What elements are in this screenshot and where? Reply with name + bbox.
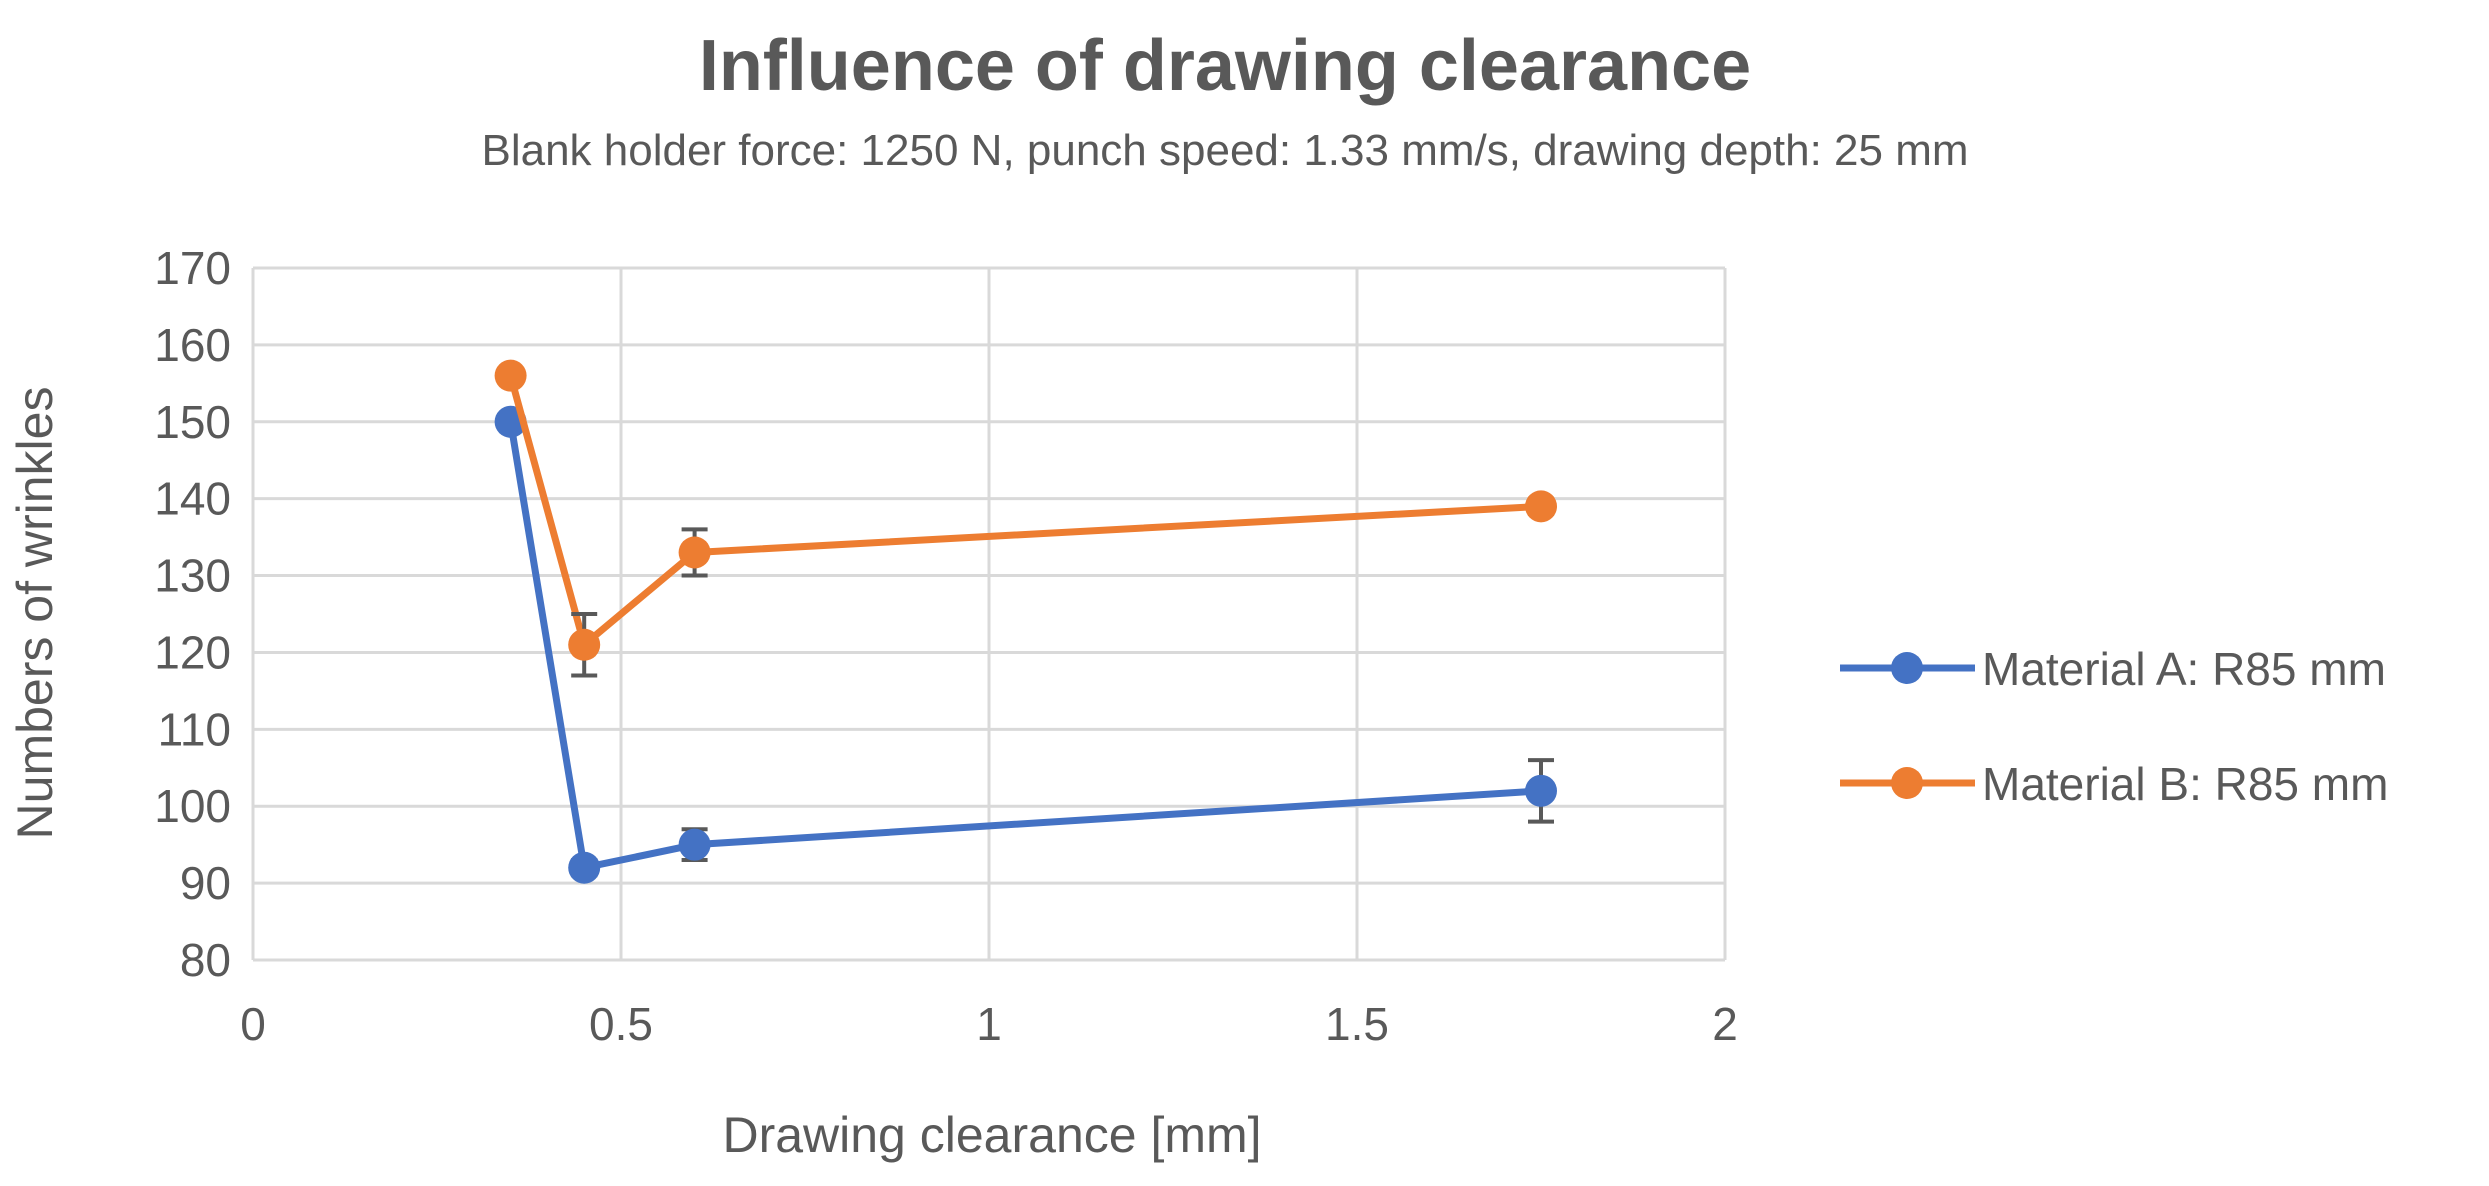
data-point <box>568 851 601 884</box>
data-point <box>1525 490 1557 523</box>
y-tick-label: 90 <box>180 857 231 909</box>
y-tick-label: 170 <box>154 242 231 294</box>
data-point <box>1525 774 1557 807</box>
series-2 <box>494 359 1557 678</box>
grid <box>251 266 1727 962</box>
legend-item: Material A: R85 mm <box>1840 643 2386 695</box>
y-tick-label: 160 <box>154 319 231 371</box>
data-point <box>678 536 711 569</box>
legend-label: Material B: R85 mm <box>1982 758 2388 810</box>
x-tick-label: 2 <box>1712 998 1738 1050</box>
legend-marker <box>1891 767 1923 799</box>
data-point <box>494 359 527 392</box>
y-tick-label: 150 <box>154 396 231 448</box>
chart-title: Influence of drawing clearance <box>699 26 1751 106</box>
legend-item: Material B: R85 mm <box>1840 758 2388 810</box>
series-line <box>507 374 1542 649</box>
series-line <box>507 421 1542 872</box>
y-tick-label: 100 <box>154 780 231 832</box>
x-axis-ticks: 0 0.5 1 1.5 2 <box>240 998 1738 1050</box>
legend-marker <box>1891 652 1923 684</box>
data-point <box>678 828 711 861</box>
x-tick-label: 1.5 <box>1325 998 1389 1050</box>
x-axis-title: Drawing clearance [mm] <box>722 1107 1261 1163</box>
y-axis-ticks: 80 90 100 110 120 130 140 150 160 170 <box>154 242 231 986</box>
legend: Material A: R85 mm Material B: R85 mm <box>1840 643 2388 810</box>
x-tick-label: 0.5 <box>589 998 653 1050</box>
y-tick-label: 80 <box>180 934 231 986</box>
y-tick-label: 140 <box>154 473 231 525</box>
plot-series <box>494 359 1557 884</box>
data-point <box>568 628 601 661</box>
y-tick-label: 110 <box>158 703 231 755</box>
y-axis-title: Numbers of wrinkles <box>7 387 63 840</box>
series-1 <box>494 405 1557 884</box>
x-tick-label: 1 <box>976 998 1002 1050</box>
y-tick-label: 130 <box>154 550 231 602</box>
x-tick-label: 0 <box>240 998 266 1050</box>
legend-label: Material A: R85 mm <box>1982 643 2386 695</box>
chart-subtitle: Blank holder force: 1250 N, punch speed:… <box>481 126 1968 175</box>
y-tick-label: 120 <box>154 626 231 678</box>
